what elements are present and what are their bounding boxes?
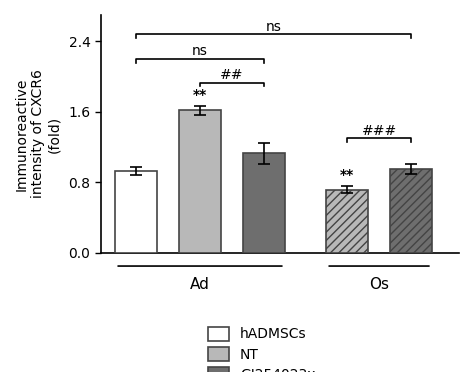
Text: ns: ns [192,44,208,58]
Text: **: ** [340,169,354,182]
Bar [243,153,285,253]
Text: ###: ### [362,124,397,138]
Text: ##: ## [220,68,244,82]
Legend: hADMSCs, NT, GI254023x: hADMSCs, NT, GI254023x [208,327,316,372]
Bar [115,171,157,253]
Text: **: ** [193,88,207,102]
Y-axis label: Immunoreactive
intensity of CXCR6
(fold): Immunoreactive intensity of CXCR6 (fold) [15,70,62,198]
Bar [179,110,221,253]
Text: Ad: Ad [190,277,210,292]
Bar [326,189,368,253]
Bar [390,169,432,253]
Text: ns: ns [265,19,282,33]
Text: Os: Os [369,277,389,292]
